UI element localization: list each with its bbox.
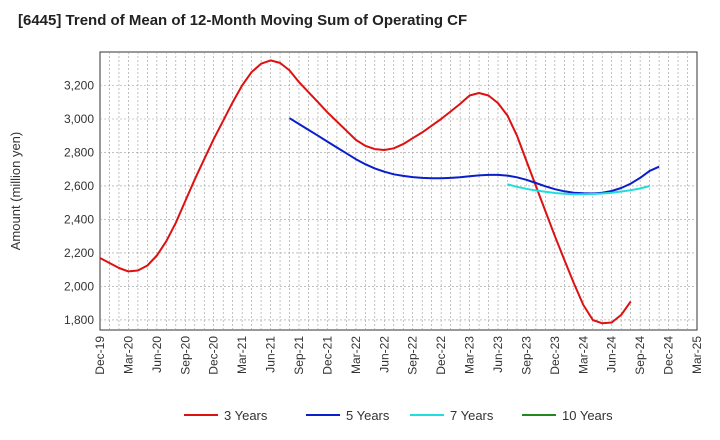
series-line-3-years: [99, 59, 632, 325]
x-tick-label: Jun-24: [605, 336, 619, 373]
x-tick-label: Sep-23: [519, 336, 533, 375]
x-tick-label: Mar-20: [121, 336, 135, 374]
y-tick-label: 2,000: [64, 279, 94, 293]
y-axis-title: Amount (million yen): [8, 132, 23, 251]
x-tick-label: Dec-24: [662, 336, 676, 375]
y-axis-ticks: 1,800 2,000 2,200 2,400 2,600 2,800 3,000 3,200: [64, 78, 94, 326]
legend-label-5-years: 5 Years: [346, 408, 390, 423]
x-tick-label: Mar-25: [690, 336, 704, 374]
y-tick-label: 2,400: [64, 212, 94, 226]
legend-label-7-years: 7 Years: [450, 408, 494, 423]
x-tick-label: Dec-21: [320, 336, 334, 375]
x-axis-ticks: Dec-19 Mar-20 Jun-20 Sep-20 Dec-20 Mar-21 Jun-…: [93, 336, 704, 375]
x-tick-label: Jun-22: [377, 336, 391, 373]
x-tick-label: Sep-20: [178, 336, 192, 375]
plot-area: [99, 51, 698, 331]
x-tick-label: Jun-21: [264, 336, 278, 373]
y-tick-label: 2,600: [64, 179, 94, 193]
x-tick-label: Dec-23: [548, 336, 562, 375]
x-tick-label: Jun-20: [150, 336, 164, 373]
chart-title: [6445] Trend of Mean of 12-Month Moving …: [18, 12, 468, 29]
x-tick-label: Dec-20: [207, 336, 221, 375]
grid-lines: [100, 52, 697, 330]
y-tick-label: 3,000: [64, 112, 94, 126]
y-tick-label: 3,200: [64, 78, 94, 92]
x-tick-label: Sep-24: [633, 336, 647, 375]
y-tick-label: 1,800: [64, 313, 94, 327]
legend: 3 Years 5 Years 7 Years 10 Years: [184, 408, 613, 423]
y-tick-label: 2,800: [64, 145, 94, 159]
x-tick-label: Dec-19: [93, 336, 107, 375]
series-line-7-years: [507, 183, 650, 196]
x-tick-label: Mar-21: [235, 336, 249, 374]
legend-label-10-years: 10 Years: [562, 408, 613, 423]
legend-label-3-years: 3 Years: [224, 408, 268, 423]
x-tick-label: Mar-23: [463, 336, 477, 374]
y-tick-label: 2,200: [64, 246, 94, 260]
x-tick-label: Mar-24: [576, 336, 590, 374]
x-tick-label: Sep-21: [292, 336, 306, 375]
x-tick-label: Dec-22: [434, 336, 448, 375]
series-lines: [99, 59, 660, 325]
x-tick-label: Jun-23: [491, 336, 505, 373]
x-tick-label: Sep-22: [406, 336, 420, 375]
x-tick-label: Mar-22: [349, 336, 363, 374]
